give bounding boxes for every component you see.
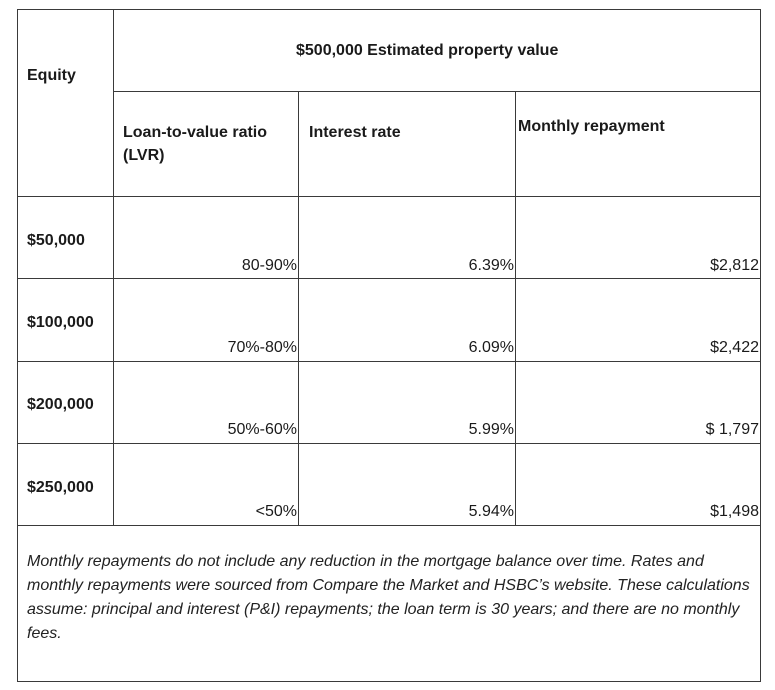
- repayment-cell: $ 1,797: [705, 421, 759, 438]
- row-divider: [17, 196, 761, 197]
- equity-cell: $250,000: [27, 479, 94, 496]
- interest-rate-header: Interest rate: [309, 124, 401, 141]
- repayment-cell: $1,498: [710, 503, 759, 520]
- equity-cell: $100,000: [27, 314, 94, 331]
- row-divider: [17, 278, 761, 279]
- interest-rate-cell: 5.99%: [468, 421, 514, 438]
- row-divider: [17, 443, 761, 444]
- lvr-cell: 70%-80%: [227, 339, 297, 356]
- column-divider: [298, 91, 299, 526]
- loan-table: [17, 9, 761, 682]
- row-divider: [17, 361, 761, 362]
- row-divider: [17, 525, 761, 526]
- repayment-cell: $2,422: [710, 339, 759, 356]
- property-value-header: $500,000 Estimated property value: [296, 42, 559, 59]
- interest-rate-cell: 6.09%: [468, 339, 514, 356]
- equity-cell: $50,000: [27, 232, 85, 249]
- lvr-header-line2: (LVR): [123, 147, 165, 164]
- row-divider: [113, 91, 761, 92]
- monthly-repayment-header: Monthly repayment: [518, 118, 665, 135]
- column-divider: [113, 9, 114, 526]
- equity-header: Equity: [27, 67, 76, 84]
- lvr-cell: 50%-60%: [227, 421, 297, 438]
- repayment-cell: $2,812: [710, 257, 759, 274]
- lvr-cell: <50%: [255, 503, 297, 520]
- interest-rate-cell: 6.39%: [468, 257, 514, 274]
- equity-cell: $200,000: [27, 396, 94, 413]
- lvr-header-line1: Loan-to-value ratio: [123, 124, 268, 141]
- footnote: Monthly repayments do not include any re…: [27, 553, 750, 642]
- lvr-cell: 80-90%: [241, 257, 297, 274]
- interest-rate-cell: 5.94%: [468, 503, 514, 520]
- column-divider: [515, 91, 516, 526]
